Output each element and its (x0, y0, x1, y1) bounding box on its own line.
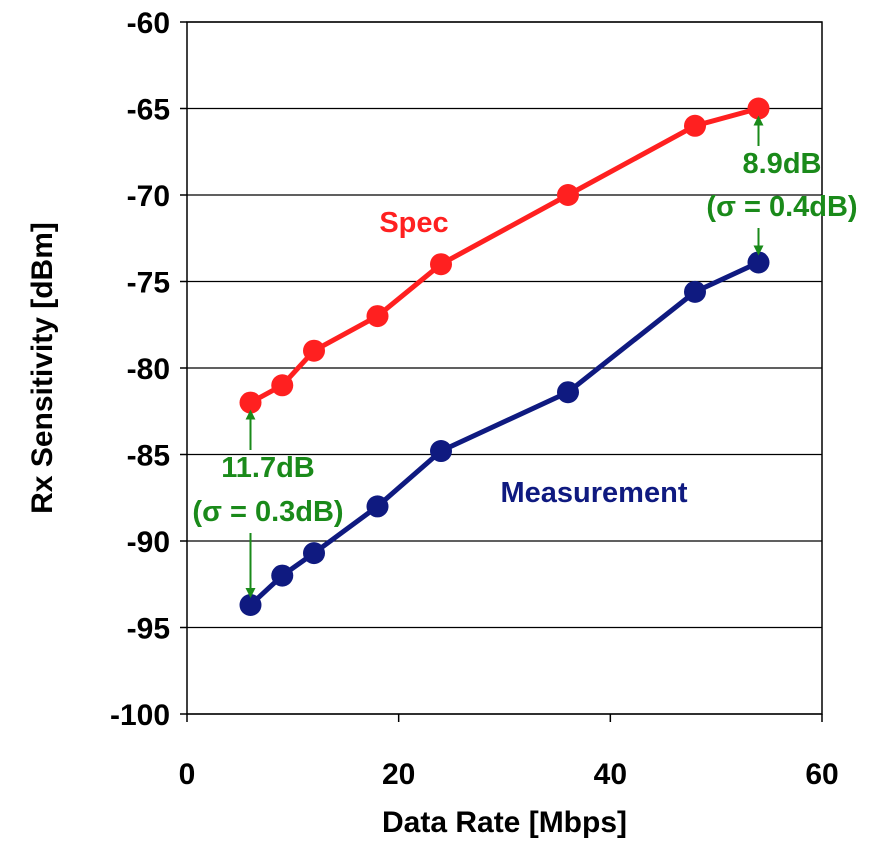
data-point (430, 440, 452, 463)
y-tick-label: -95 (127, 613, 170, 646)
data-point (303, 542, 325, 565)
x-tick-label: 0 (179, 758, 196, 791)
x-tick-label: 40 (594, 758, 627, 791)
data-point (366, 495, 389, 518)
data-point (366, 305, 389, 328)
series-label: Spec (379, 207, 448, 239)
tick-labels: -60 -65 -70 -75 -80 -85 -90 -95 -100 0 20 40 60 (110, 7, 839, 791)
y-tick-label: -85 (127, 440, 170, 473)
data-point (271, 564, 294, 587)
data-point (557, 184, 579, 206)
y-tick-label: -90 (127, 526, 170, 559)
x-axis-label: Data Rate [Mbps] (382, 806, 627, 839)
x-tick-label: 60 (805, 758, 838, 791)
data-point (303, 339, 325, 362)
axis-ticks (180, 21, 823, 722)
series-line (249, 106, 760, 405)
data-point (684, 114, 706, 137)
data-point (557, 381, 579, 404)
data-point (271, 374, 294, 397)
y-axis-label: Rx Sensitivity [dBm] (26, 222, 59, 514)
annotation-sigma: (σ = 0.3dB) (192, 496, 343, 528)
series-label: Measurement (501, 477, 688, 509)
annotations: 11.7dB (σ = 0.3dB) 8.9dB (σ = 0.4dB) (192, 115, 858, 599)
delta-annotation: 11.7dB (σ = 0.3dB) (192, 409, 344, 599)
data-point (747, 251, 770, 274)
y-tick-label: -60 (127, 7, 170, 40)
data-point (747, 97, 770, 120)
data-point (239, 391, 262, 414)
series-line (248, 260, 760, 607)
y-tick-label: -100 (110, 699, 170, 732)
series-measurement: Measurement (239, 251, 770, 617)
annotation-value: 8.9dB (743, 148, 822, 180)
y-tick-label: -80 (127, 353, 170, 386)
series: Spec Measurement (239, 97, 770, 617)
data-point (239, 594, 262, 617)
y-tick-label: -75 (127, 267, 170, 300)
y-tick-label: -70 (127, 180, 170, 213)
data-point (430, 253, 452, 276)
series-spec: Spec (239, 97, 770, 414)
y-tick-label: -65 (127, 94, 170, 127)
annotation-sigma: (σ = 0.4dB) (706, 191, 857, 223)
grid (187, 21, 822, 715)
annotation-value: 11.7dB (221, 452, 315, 484)
data-point (684, 280, 706, 303)
delta-annotation: 8.9dB (σ = 0.4dB) (706, 115, 858, 256)
x-tick-label: 20 (382, 758, 415, 791)
